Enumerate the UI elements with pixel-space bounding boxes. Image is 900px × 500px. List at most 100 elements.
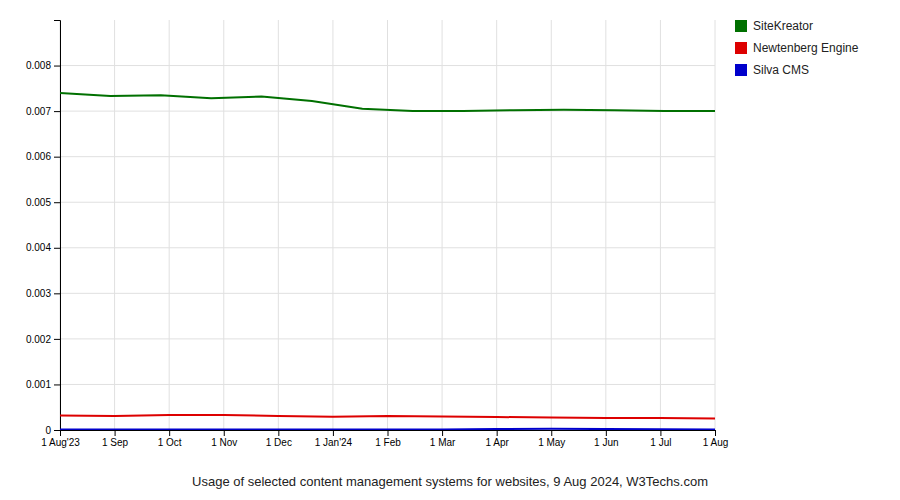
x-tick-label: 1 Apr [485,437,509,448]
y-tick: 0.005 [26,197,60,208]
legend-swatch [735,64,747,76]
y-tick: 0.008 [26,60,60,71]
grid-line-x [169,20,170,430]
x-tick-label: 1 Jul [650,437,671,448]
y-tick: 0.003 [26,288,60,299]
x-tick-label: 1 Dec [266,437,292,448]
plot-area [60,93,715,430]
legend: SiteKreator Newtenberg Engine Silva CMS [735,19,859,77]
y-tick-label: 0.008 [26,60,51,71]
x-tick-mark [497,430,498,436]
y-axis: 0 0.001 0.002 0.003 0.004 0.005 0.006 0.007 0.00… [26,21,61,436]
y-tick-mark [54,339,60,340]
x-tick: 1 Apr [485,430,509,448]
x-tick-label: 1 Sep [102,437,129,448]
legend-label: Silva CMS [753,63,809,77]
y-tick-mark [54,293,60,294]
grid-line-x [278,20,279,430]
x-tick: 1 May [538,430,565,448]
x-tick-mark [388,430,389,436]
x-tick-mark [715,430,716,436]
series-line [60,428,715,430]
y-tick: 0.004 [26,242,60,253]
x-tick-mark [660,430,661,436]
y-tick-label: 0.006 [26,151,51,162]
legend-item: SiteKreator [735,19,813,33]
grid-line-x [551,20,552,430]
x-tick-label: 1 Mar [430,437,456,448]
series-line [60,93,715,111]
grid-line-x [715,20,716,430]
legend-swatch [735,42,747,54]
x-tick-label: 1 Jan'24 [315,437,353,448]
grid-line-y [60,156,715,157]
x-tick: 1 Jun [594,430,618,448]
x-tick-mark [169,430,170,436]
x-tick: 1 Nov [211,430,237,448]
x-tick: 1 Jan'24 [315,430,353,448]
y-tick-mark [54,248,60,249]
grid-line-y [60,65,715,66]
x-tick: 1 Mar [430,430,456,448]
y-tick-mark [54,157,60,158]
y-tick: 0.001 [26,379,60,390]
legend-item: Newtenberg Engine [735,41,859,55]
x-tick-mark [333,430,334,436]
x-tick-label: 1 Aug'23 [41,437,80,448]
y-tick-label: 0.005 [26,197,51,208]
y-tick-label: 0.004 [26,242,51,253]
chart-title: Usage of selected content management sys… [192,474,708,489]
x-tick-label: 1 Feb [375,437,401,448]
series-line [60,415,715,418]
y-tick-label: 0.007 [26,106,51,117]
x-tick: 1 Oct [158,430,182,448]
grid-line-x [442,20,443,430]
x-tick-label: 1 Nov [211,437,237,448]
y-tick-mark [54,66,60,67]
grid-line-x [387,20,388,430]
legend-label: Newtenberg Engine [753,41,859,55]
y-tick-label: 0.002 [26,334,51,345]
x-tick-label: 1 May [538,437,565,448]
x-tick-mark [278,430,279,436]
y-tick-mark [54,430,60,431]
y-tick-label: 0.003 [26,288,51,299]
grid-line-x [223,20,224,430]
y-tick: 0.002 [26,334,60,345]
x-tick-mark [115,430,116,436]
y-axis-line [54,21,61,431]
grid-line-x [660,20,661,430]
legend-item: Silva CMS [735,63,809,77]
legend-label: SiteKreator [753,19,813,33]
chart: 1 Aug'23 1 Sep 1 Oct 1 Nov 1 Dec 1 Jan'24 1 Fe… [0,0,900,500]
y-tick-mark [54,111,60,112]
x-axis-line [61,431,716,437]
x-tick-label: 1 Aug [703,437,729,448]
y-tick-label: 0.001 [26,379,51,390]
y-tick: 0.006 [26,151,60,162]
x-tick: 1 Aug [703,430,729,448]
x-tick-mark [551,430,552,436]
x-tick: 1 Sep [102,430,129,448]
y-tick: 0.007 [26,106,60,117]
x-tick: 1 Jul [650,430,671,448]
grid-line-y [60,384,715,385]
x-tick-mark [442,430,443,436]
y-tick: 0 [45,425,60,436]
y-tick-label: 0 [45,425,51,436]
legend-swatch [735,20,747,32]
x-tick-mark [224,430,225,436]
x-tick-label: 1 Oct [158,437,182,448]
grid-line-x [496,20,497,430]
x-tick: 1 Feb [375,430,401,448]
x-axis: 1 Aug'23 1 Sep 1 Oct 1 Nov 1 Dec 1 Jan'24 1 Fe… [41,430,728,448]
grid-line-x [114,20,115,430]
grid-line-x [332,20,333,430]
x-tick-label: 1 Jun [594,437,618,448]
grid-line-x [605,20,606,430]
grid [60,20,715,430]
grid-line-y [60,202,715,203]
grid-line-y [60,247,715,248]
grid-line-y [60,338,715,339]
y-tick-mark [54,202,60,203]
